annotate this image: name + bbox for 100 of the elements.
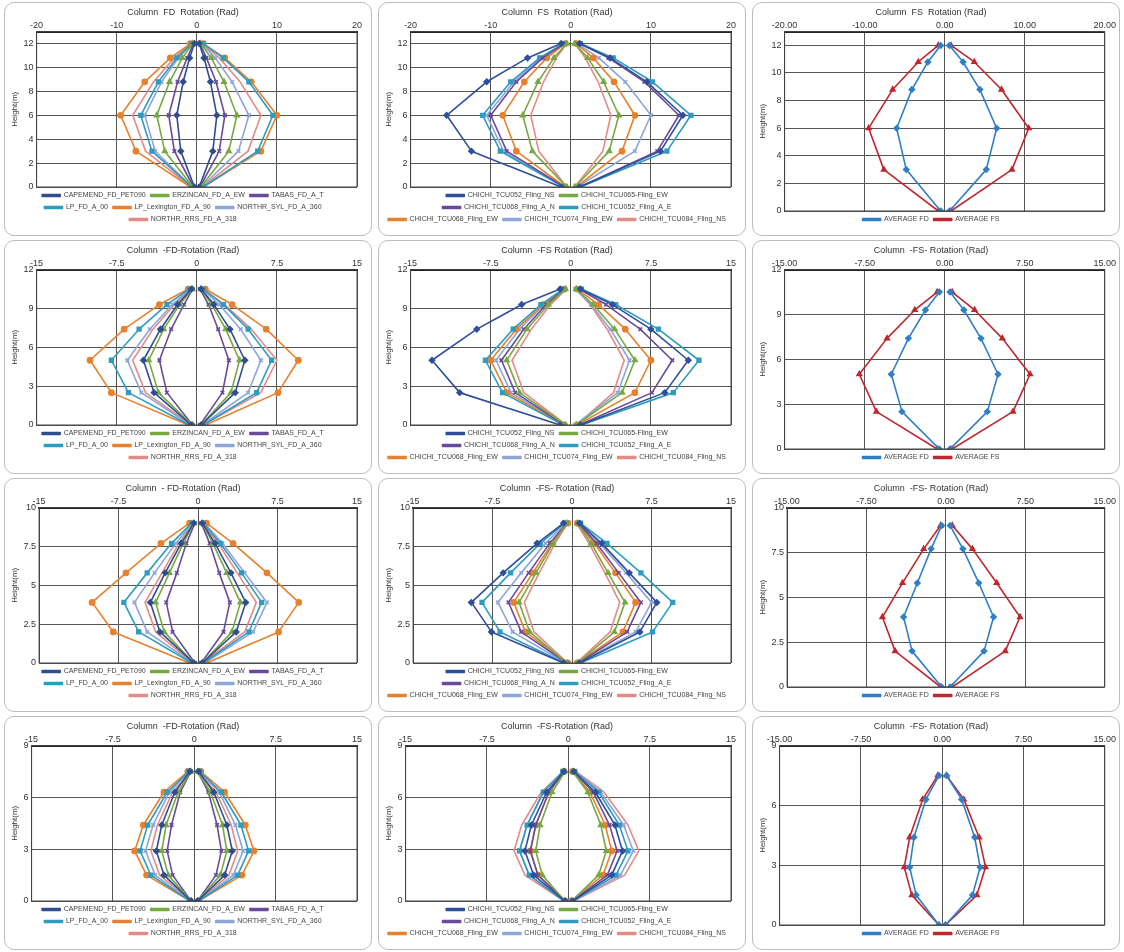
x-tick-label: 20: [725, 19, 737, 30]
chart-title: Column -FS- Rotation (Rad): [873, 244, 989, 255]
y-tick-label: 12: [23, 264, 34, 275]
x-tick-label: 7.5: [643, 733, 656, 744]
x-tick-label: -7.5: [482, 257, 499, 268]
x-tick-label: -20.00: [771, 19, 798, 30]
y-tick-label: 0: [402, 419, 408, 430]
x-tick-label: -7.50: [854, 257, 875, 268]
y-tick-label: 3: [402, 380, 408, 391]
y-tick-label: 6: [776, 122, 782, 133]
x-tick-label: 15.00: [1093, 495, 1116, 506]
y-tick-label: 4: [776, 150, 782, 161]
y-tick-label: 6: [23, 791, 29, 802]
y-axis-title: Height(m): [10, 805, 19, 841]
chart-title: Column -FS- Rotation (Rad): [873, 720, 989, 731]
y-tick-label: 10: [771, 67, 782, 78]
y-axis-title: Height(m): [10, 91, 19, 127]
y-tick-label: 0: [405, 657, 411, 668]
y-tick-label: 6: [28, 341, 34, 352]
y-tick-label: 0: [28, 181, 34, 192]
y-tick-label: 0: [31, 657, 37, 668]
x-tick-label: 15: [725, 257, 737, 268]
y-tick-label: 2.5: [397, 618, 411, 629]
x-tick-label: 10.00: [1013, 19, 1036, 30]
x-tick-label: 20: [351, 19, 363, 30]
y-axis-title: Height(m): [384, 805, 393, 841]
y-tick-label: 6: [402, 341, 408, 352]
y-tick-label: 2: [402, 157, 408, 168]
x-tick-label: 0: [565, 733, 571, 744]
y-tick-label: 9: [776, 308, 782, 319]
x-tick-label: -10: [110, 19, 124, 30]
x-tick-label: 0: [194, 19, 200, 30]
x-tick-label: 15: [351, 495, 363, 506]
chart-title: Column FD Rotation (Rad): [127, 6, 239, 17]
y-tick-label: 9: [23, 740, 29, 751]
chart-title: Column -FS Rotation (Rad): [501, 244, 613, 255]
x-tick-label: -7.5: [110, 495, 127, 506]
y-tick-label: 9: [397, 740, 403, 751]
y-tick-label: 8: [776, 95, 782, 106]
y-tick-label: 3: [771, 859, 777, 870]
x-tick-label: 7.50: [1015, 257, 1034, 268]
y-tick-label: 7.5: [771, 546, 785, 557]
chart-title: Column -FS-Rotation (Rad): [500, 720, 614, 731]
x-tick-label: 0: [568, 19, 574, 30]
y-tick-label: 12: [771, 39, 782, 50]
y-tick-label: 9: [402, 302, 408, 313]
x-tick-label: -7.5: [108, 257, 125, 268]
x-tick-label: -10: [484, 19, 498, 30]
x-tick-label: 0: [568, 257, 574, 268]
y-tick-label: 5: [405, 579, 411, 590]
chart-title: Column -FS- Rotation (Rad): [499, 482, 615, 493]
x-tick-label: 20.00: [1093, 19, 1116, 30]
y-tick-label: 0: [776, 205, 782, 216]
y-axis-title: Height(m): [384, 91, 393, 127]
y-axis-title: Height(m): [384, 567, 393, 603]
x-tick-label: 7.5: [269, 733, 282, 744]
x-tick-label: 7.5: [270, 257, 284, 268]
x-tick-label: 15: [351, 733, 363, 744]
x-tick-label: 7.5: [645, 495, 658, 506]
y-tick-label: 0: [776, 443, 782, 454]
x-tick-label: 10: [271, 19, 282, 30]
x-tick-label: 7.50: [1014, 733, 1033, 744]
x-tick-label: 15: [725, 733, 737, 744]
x-tick-label: 15: [725, 495, 737, 506]
x-tick-label: 10: [645, 19, 656, 30]
y-tick-label: 10: [397, 61, 408, 72]
y-tick-label: 2.5: [771, 636, 785, 647]
y-tick-label: 0: [402, 181, 408, 192]
y-axis-title: Height(m): [758, 341, 767, 377]
y-axis-title: Height(m): [10, 329, 19, 365]
x-tick-label: -20: [404, 19, 418, 30]
y-tick-label: 3: [23, 843, 29, 854]
y-tick-label: 3: [397, 843, 403, 854]
y-tick-label: 8: [402, 85, 408, 96]
x-tick-label: -7.5: [484, 495, 501, 506]
y-tick-label: 6: [776, 353, 782, 364]
y-tick-label: 0: [28, 419, 34, 430]
y-tick-label: 12: [397, 264, 408, 275]
x-tick-label: -7.50: [856, 495, 877, 506]
y-tick-label: 2.5: [23, 618, 37, 629]
chart-title: Column - FD-Rotation (Rad): [125, 482, 241, 493]
x-tick-label: -7.50: [850, 733, 872, 744]
chart-title: Column -FD-Rotation (Rad): [126, 244, 240, 255]
y-tick-label: 0: [23, 895, 29, 906]
y-axis-title: Height(m): [758, 817, 767, 853]
y-tick-label: 8: [28, 85, 34, 96]
x-tick-label: 7.50: [1016, 495, 1035, 506]
y-tick-label: 9: [28, 302, 34, 313]
y-tick-label: 2: [776, 177, 782, 188]
y-tick-label: 12: [23, 38, 34, 49]
x-tick-label: 0: [569, 495, 575, 506]
x-tick-label: 15.00: [1093, 257, 1116, 268]
x-tick-label: 0: [194, 257, 200, 268]
x-tick-label: 7.5: [271, 495, 284, 506]
chart-title: Column FS Rotation (Rad): [501, 6, 613, 17]
y-tick-label: 7.5: [397, 540, 411, 551]
y-tick-label: 0: [771, 919, 777, 930]
y-axis-title: Height(m): [384, 329, 393, 365]
x-tick-label: 0: [191, 733, 197, 744]
y-tick-label: 3: [776, 398, 782, 409]
